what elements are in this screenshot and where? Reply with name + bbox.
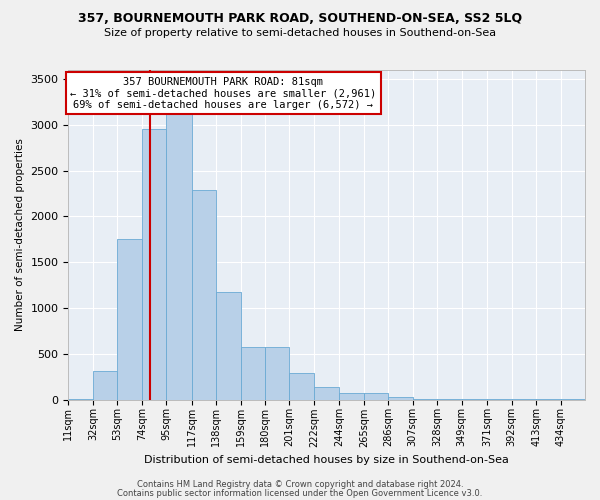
Y-axis label: Number of semi-detached properties: Number of semi-detached properties [15, 138, 25, 331]
Bar [93, 370, 117, 400]
Bar [340, 393, 364, 400]
Bar [289, 374, 314, 400]
Bar [142, 128, 166, 400]
Text: Contains public sector information licensed under the Open Government Licence v3: Contains public sector information licen… [118, 489, 482, 498]
Bar [166, 84, 192, 400]
Bar [216, 292, 241, 400]
Bar [241, 348, 265, 400]
Bar [314, 387, 340, 400]
Text: Size of property relative to semi-detached houses in Southend-on-Sea: Size of property relative to semi-detach… [104, 28, 496, 38]
Bar [117, 240, 142, 400]
Bar [388, 397, 413, 400]
Bar [68, 399, 93, 400]
Text: Contains HM Land Registry data © Crown copyright and database right 2024.: Contains HM Land Registry data © Crown c… [137, 480, 463, 489]
Bar [192, 190, 216, 400]
Bar [413, 399, 437, 400]
Bar [364, 393, 388, 400]
Text: 357, BOURNEMOUTH PARK ROAD, SOUTHEND-ON-SEA, SS2 5LQ: 357, BOURNEMOUTH PARK ROAD, SOUTHEND-ON-… [78, 12, 522, 26]
X-axis label: Distribution of semi-detached houses by size in Southend-on-Sea: Distribution of semi-detached houses by … [144, 455, 509, 465]
Bar [265, 348, 289, 400]
Text: 357 BOURNEMOUTH PARK ROAD: 81sqm
← 31% of semi-detached houses are smaller (2,96: 357 BOURNEMOUTH PARK ROAD: 81sqm ← 31% o… [70, 76, 377, 110]
